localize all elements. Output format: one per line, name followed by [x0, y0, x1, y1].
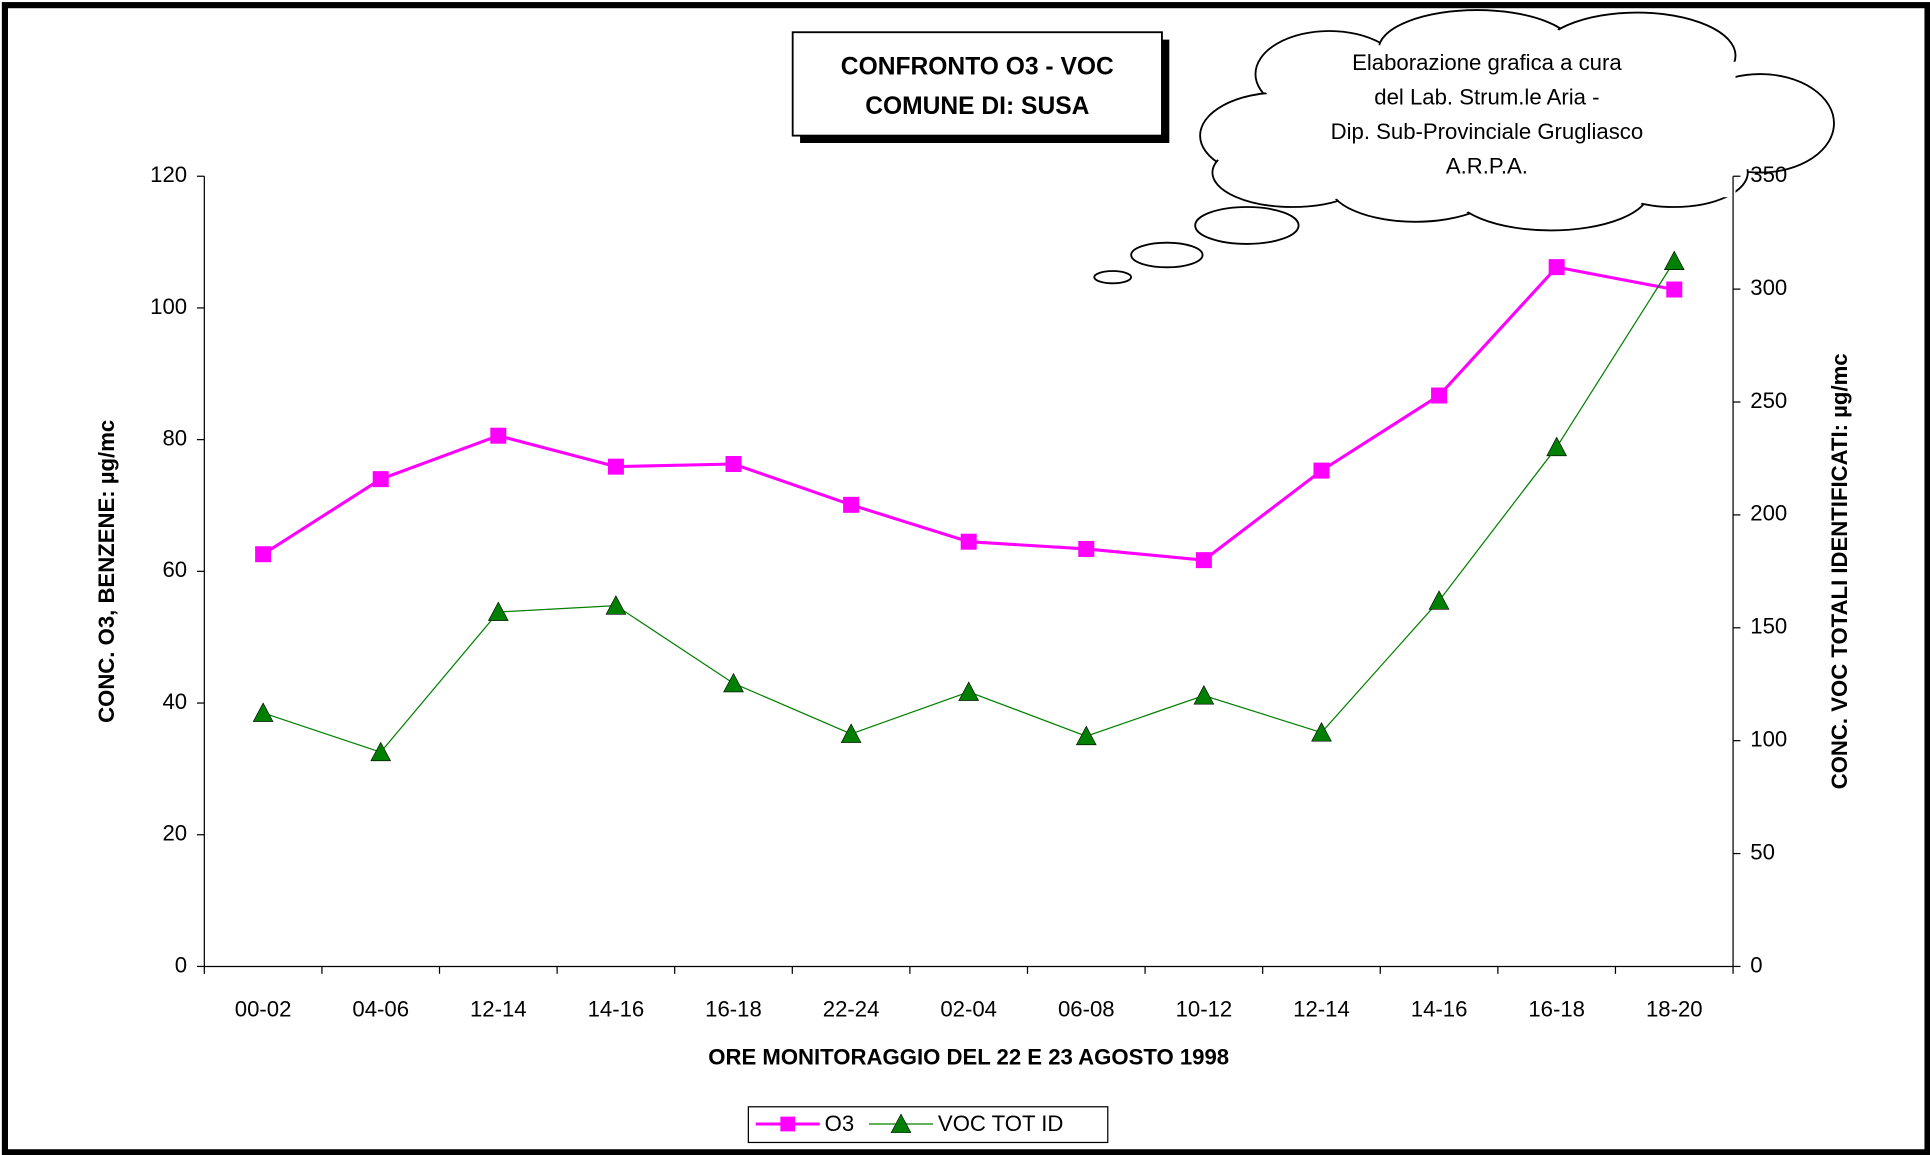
- marker: [1548, 259, 1565, 276]
- marker: [958, 681, 980, 701]
- legend-label: O3: [825, 1111, 855, 1136]
- chart-title: CONFRONTO O3 - VOC: [841, 53, 1114, 80]
- y2-tick-label: 50: [1750, 839, 1775, 864]
- marker: [607, 458, 624, 475]
- y-tick-label: 60: [162, 557, 187, 582]
- marker: [372, 471, 389, 488]
- x-axis-label: ORE MONITORAGGIO DEL 22 E 23 AGOSTO 1998: [708, 1045, 1229, 1070]
- marker: [840, 723, 862, 743]
- marker: [1193, 685, 1215, 705]
- y2-tick-label: 200: [1750, 501, 1787, 526]
- x-tick-label: 10-12: [1176, 997, 1233, 1022]
- marker: [1195, 552, 1212, 569]
- y-tick-label: 0: [175, 952, 187, 977]
- marker: [1431, 387, 1448, 404]
- y2-tick-label: 350: [1750, 162, 1787, 187]
- y2-tick-label: 150: [1750, 614, 1787, 639]
- x-tick-label: 12-14: [1293, 997, 1350, 1022]
- x-tick-label: 14-16: [1411, 997, 1468, 1022]
- y2-axis-label: CONC. VOC TOTALI IDENTIFICATI: µg/mc: [1827, 353, 1852, 789]
- marker: [723, 672, 744, 693]
- chart-title: COMUNE DI: SUSA: [865, 93, 1089, 120]
- x-tick-label: 16-18: [705, 997, 762, 1022]
- marker: [843, 496, 860, 513]
- x-tick-label: 00-02: [235, 997, 292, 1022]
- marker: [1313, 462, 1330, 479]
- y-tick-label: 80: [162, 425, 187, 450]
- marker: [1546, 436, 1568, 457]
- marker: [255, 546, 272, 563]
- marker: [725, 456, 742, 473]
- annotation: Elaborazione grafica a cura: [1352, 50, 1622, 75]
- y-tick-label: 100: [150, 294, 187, 319]
- annotation: A.R.P.A.: [1446, 153, 1528, 178]
- marker: [960, 533, 977, 550]
- y-tick-label: 40: [162, 689, 187, 714]
- marker: [252, 702, 274, 722]
- x-tick-label: 16-18: [1528, 997, 1585, 1022]
- marker: [487, 601, 509, 621]
- y-axis-label: CONC. O3, BENZENE: µg/mc: [94, 420, 119, 723]
- title-box: [791, 31, 1163, 137]
- x-tick-label: 04-06: [352, 997, 409, 1022]
- y-tick-label: 120: [150, 162, 187, 187]
- y2-tick-label: 0: [1750, 952, 1762, 977]
- x-tick-label: 12-14: [470, 997, 527, 1022]
- annotation: del Lab. Strum.le Aria -: [1374, 85, 1599, 110]
- x-tick-label: 14-16: [588, 997, 645, 1022]
- marker: [605, 595, 627, 615]
- cloud: [1093, 9, 1835, 285]
- y2-tick-label: 100: [1750, 727, 1787, 752]
- marker: [1666, 281, 1683, 298]
- marker: [1078, 540, 1095, 557]
- x-tick-label: 02-04: [940, 997, 997, 1022]
- annotation: Dip. Sub-Provinciale Grugliasco: [1331, 119, 1644, 144]
- y-tick-label: 20: [162, 821, 187, 846]
- x-tick-label: 06-08: [1058, 997, 1115, 1022]
- marker: [1663, 250, 1685, 271]
- y2-tick-label: 250: [1750, 388, 1787, 413]
- marker: [370, 741, 392, 762]
- x-tick-label: 22-24: [823, 997, 880, 1022]
- legend-marker: [890, 1113, 912, 1133]
- marker: [1075, 725, 1097, 746]
- x-tick-label: 18-20: [1646, 997, 1703, 1022]
- marker: [1311, 722, 1332, 742]
- marker: [490, 427, 507, 444]
- legend-label: VOC TOT ID: [938, 1111, 1064, 1136]
- marker: [1428, 590, 1450, 610]
- y2-tick-label: 300: [1750, 275, 1787, 300]
- legend-marker: [780, 1116, 796, 1132]
